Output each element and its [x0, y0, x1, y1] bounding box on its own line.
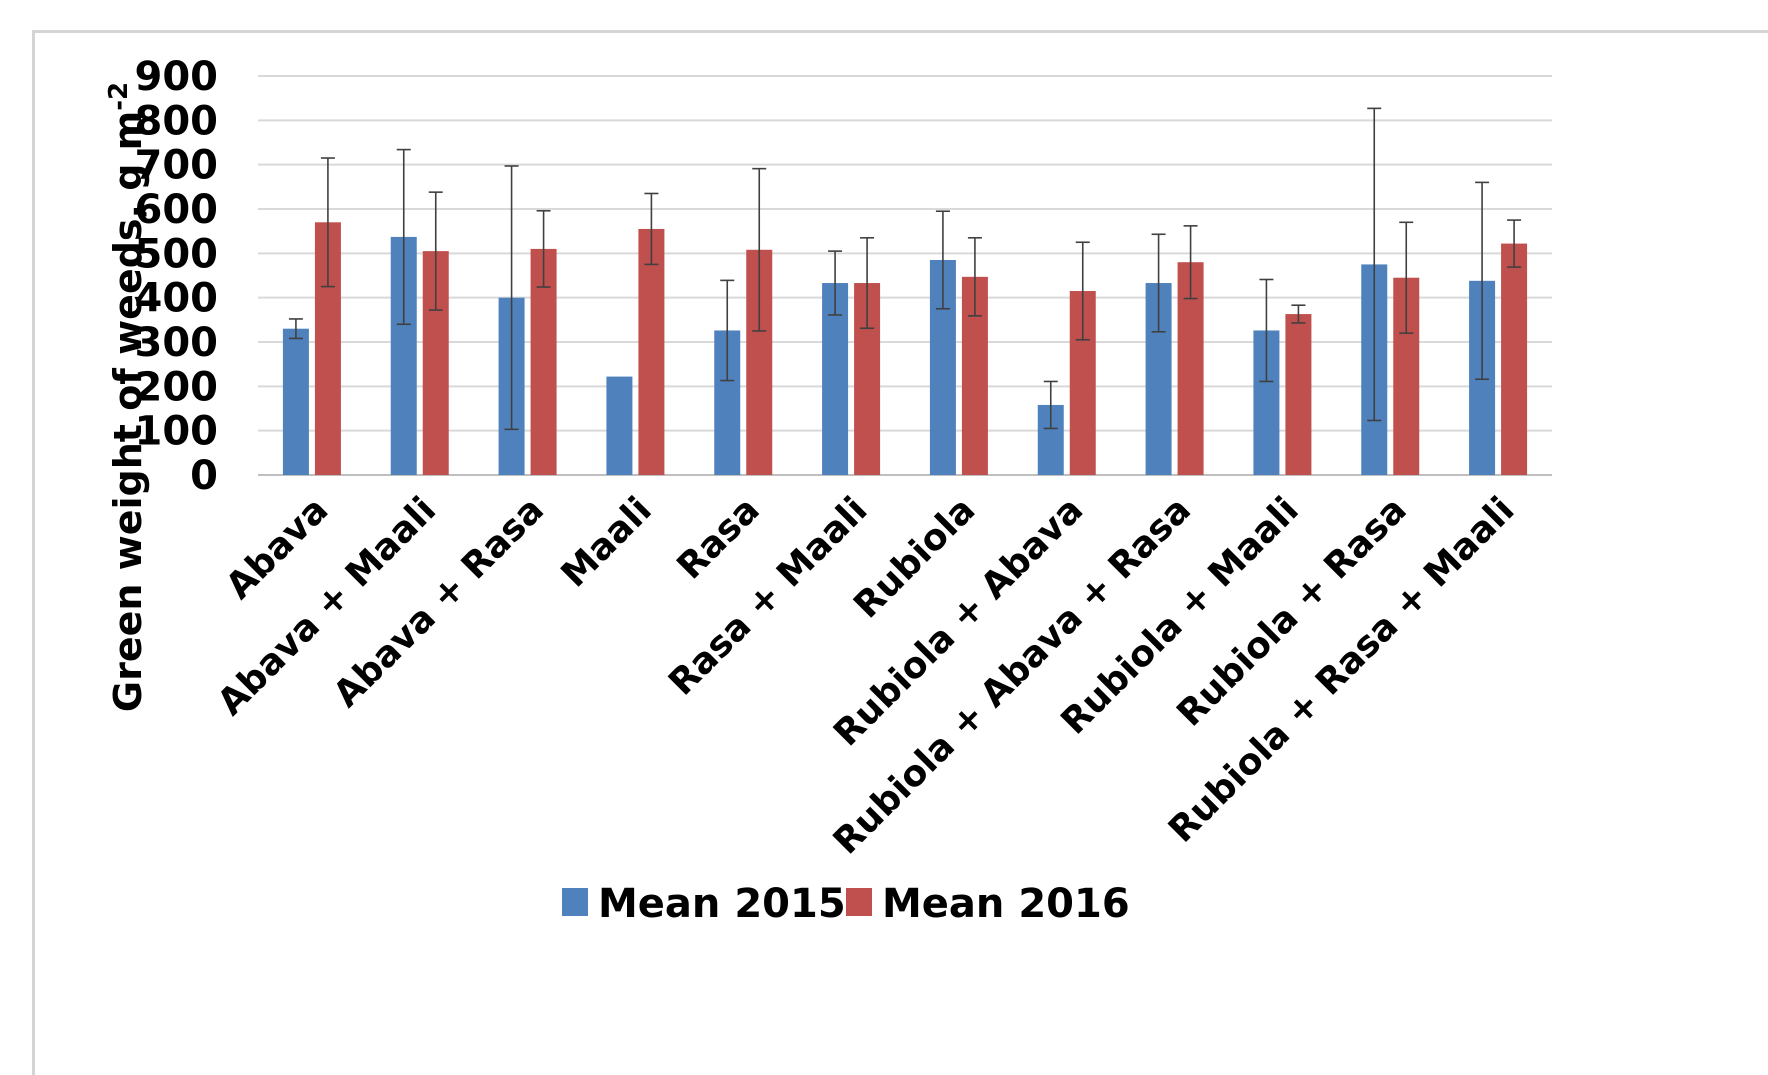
legend-label: Mean 2016 — [882, 881, 1130, 927]
bar-2015 — [606, 376, 633, 475]
legend-swatch — [562, 888, 588, 916]
error-bars — [288, 107, 1522, 431]
y-tick-label: 200 — [135, 364, 219, 410]
x-category-label: Rasa + Maali — [661, 489, 875, 703]
y-tick-label: 500 — [135, 231, 219, 277]
bar-2015 — [282, 328, 309, 475]
y-tick-label: 700 — [135, 143, 219, 189]
bar-2016 — [1501, 243, 1528, 475]
gridlines — [258, 75, 1552, 476]
legend: Mean 2015 Mean 2016 — [562, 881, 1130, 927]
y-tick-label: 300 — [135, 320, 219, 366]
bar-2016 — [1285, 314, 1312, 475]
y-tick-label: 100 — [135, 409, 219, 455]
chart-frame — [32, 30, 1768, 1075]
y-tick-label: 0 — [190, 453, 218, 499]
x-category-label: Rasa — [670, 489, 768, 587]
y-tick-label: 800 — [135, 98, 219, 144]
y-axis-title: Green weight of weeds, g m-2 — [104, 82, 150, 712]
legend-swatch — [846, 888, 872, 916]
bar-2016 — [638, 228, 665, 475]
y-axis-title-main: Green weight of weeds, g m — [106, 111, 150, 712]
legend-label: Mean 2015 — [598, 881, 846, 927]
y-axis-title-sup: -2 — [104, 82, 134, 111]
y-tick-label: 400 — [135, 276, 219, 322]
y-tick-label: 900 — [135, 54, 219, 100]
y-tick-label: 600 — [135, 187, 219, 233]
x-category-label: Maali — [554, 489, 660, 595]
bars — [282, 222, 1528, 475]
